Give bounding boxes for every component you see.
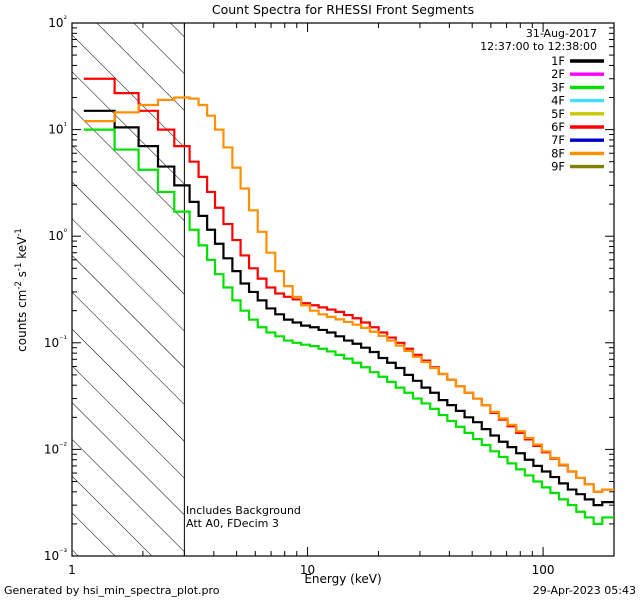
hatch-fill [72, 23, 185, 556]
legend-label-8F: 8F [551, 146, 565, 160]
footer-generator: Generated by hsi_min_spectra_plot.pro [4, 584, 220, 597]
footer-timestamp: 29-Apr-2023 05:43 [533, 584, 636, 597]
spectra-curves [83, 77, 614, 526]
y-tick-label: 10¹ [48, 122, 67, 137]
annotation-includes-background: Includes Background [186, 504, 301, 517]
y-tick-label: 10⁻¹ [44, 335, 67, 350]
page-title: Count Spectra for RHESSI Front Segments [212, 2, 474, 17]
legend-label-3F: 3F [551, 80, 565, 94]
legend-label-1F: 1F [551, 54, 565, 68]
y-tick-label: 10⁰ [48, 228, 67, 243]
legend-label-2F: 2F [551, 67, 565, 81]
spectrum-curve-6F [83, 77, 614, 493]
observation-date: 31-Aug-2017 [526, 27, 597, 40]
x-axis-label: Energy (keV) [304, 572, 381, 586]
legend-label-5F: 5F [551, 107, 565, 121]
y-tick-label: 10⁻³ [44, 548, 67, 563]
hatched-low-energy-region [72, 23, 185, 556]
observation-time-range: 12:37:00 to 12:38:00 [480, 40, 597, 53]
y-tick-label: 10² [48, 15, 67, 30]
spectrum-curve-3F [83, 128, 614, 526]
plot-frame [71, 22, 615, 557]
legend-label-6F: 6F [551, 120, 565, 134]
x-tick-label: 1 [68, 563, 76, 577]
x-tick-label: 100 [532, 563, 555, 577]
spectrum-curve-8F [83, 96, 614, 493]
plot-axes: 1 10 100 10² 10¹ 10⁰ 10⁻¹ 10⁻² 10⁻³ [44, 15, 615, 577]
spectrum-curve-1F [83, 109, 614, 507]
legend-label-7F: 7F [551, 133, 565, 147]
annotation-attenuator: Att A0, FDecim 3 [186, 517, 279, 530]
y-axis-label: counts cm-2 s-1 keV-1 [14, 228, 29, 352]
y-tick-label: 10⁻² [44, 441, 67, 456]
legend-label-9F: 9F [551, 160, 565, 174]
x-tick-label: 10 [300, 563, 315, 577]
legend-label-4F: 4F [551, 94, 565, 108]
